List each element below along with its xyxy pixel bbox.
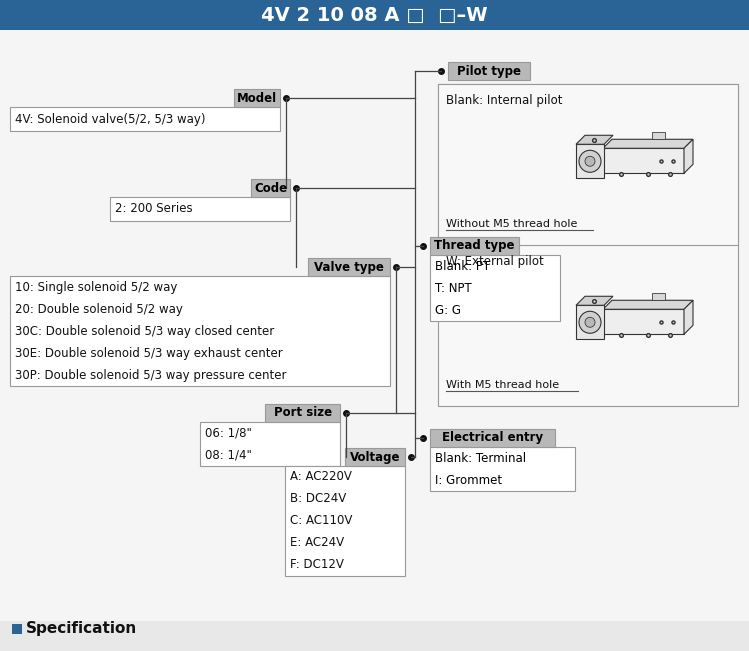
- Bar: [308, 258, 390, 276]
- Text: With M5 thread hole: With M5 thread hole: [446, 380, 559, 390]
- Bar: [12, 624, 22, 634]
- Bar: [234, 89, 280, 107]
- Text: A: AC220V: A: AC220V: [290, 471, 352, 484]
- Bar: [110, 197, 290, 221]
- Circle shape: [579, 311, 601, 333]
- Bar: [0, 0, 749, 30]
- Text: T: NPT: T: NPT: [435, 281, 472, 294]
- Text: Pilot type: Pilot type: [457, 64, 521, 77]
- Text: Specification: Specification: [26, 622, 137, 637]
- Bar: [652, 294, 665, 300]
- Circle shape: [585, 156, 595, 166]
- Text: E: AC24V: E: AC24V: [290, 536, 344, 549]
- Text: Code: Code: [254, 182, 287, 195]
- Bar: [345, 448, 405, 466]
- Text: 30C: Double solenoid 5/3 way closed center: 30C: Double solenoid 5/3 way closed cent…: [15, 324, 274, 337]
- Text: C: AC110V: C: AC110V: [290, 514, 352, 527]
- Bar: [10, 276, 390, 386]
- Text: I: Grommet: I: Grommet: [435, 473, 502, 486]
- Bar: [576, 145, 604, 178]
- Text: Without M5 thread hole: Without M5 thread hole: [446, 219, 577, 229]
- Bar: [430, 255, 560, 321]
- Text: 2: 200 Series: 2: 200 Series: [115, 202, 192, 215]
- Polygon shape: [684, 300, 693, 334]
- Circle shape: [579, 150, 601, 173]
- Polygon shape: [603, 139, 693, 148]
- Text: B: DC24V: B: DC24V: [290, 493, 346, 505]
- Text: 30P: Double solenoid 5/3 way pressure center: 30P: Double solenoid 5/3 way pressure ce…: [15, 368, 287, 381]
- Bar: [603, 309, 684, 334]
- Bar: [448, 62, 530, 80]
- Bar: [576, 305, 604, 339]
- Text: 30E: Double solenoid 5/3 way exhaust center: 30E: Double solenoid 5/3 way exhaust cen…: [15, 346, 283, 359]
- Bar: [603, 148, 684, 173]
- Text: Thread type: Thread type: [434, 240, 515, 253]
- Bar: [430, 447, 575, 491]
- Polygon shape: [576, 135, 613, 145]
- Text: G: G: G: G: [435, 303, 461, 316]
- Text: Valve type: Valve type: [314, 260, 384, 273]
- Bar: [438, 84, 738, 245]
- Bar: [251, 179, 290, 197]
- Text: Blank: Terminal: Blank: Terminal: [435, 452, 526, 465]
- Text: Port size: Port size: [273, 406, 332, 419]
- Text: Model: Model: [237, 92, 277, 105]
- Text: Electrical entry: Electrical entry: [442, 432, 543, 445]
- Polygon shape: [603, 300, 693, 309]
- Text: Voltage: Voltage: [350, 450, 400, 464]
- Bar: [430, 429, 555, 447]
- Bar: [10, 107, 280, 131]
- Text: 10: Single solenoid 5/2 way: 10: Single solenoid 5/2 way: [15, 281, 178, 294]
- Bar: [265, 404, 340, 422]
- Text: Blank: PT: Blank: PT: [435, 260, 490, 273]
- Polygon shape: [576, 296, 613, 305]
- Text: 4V 2 10 08 A □  □–W: 4V 2 10 08 A □ □–W: [261, 5, 488, 25]
- Text: F: DC12V: F: DC12V: [290, 559, 344, 572]
- Polygon shape: [684, 139, 693, 173]
- Text: Blank: Internal pilot: Blank: Internal pilot: [446, 94, 562, 107]
- Text: 4V: Solenoid valve(5/2, 5/3 way): 4V: Solenoid valve(5/2, 5/3 way): [15, 113, 205, 126]
- Text: 06: 1/8": 06: 1/8": [205, 426, 252, 439]
- Text: 08: 1/4": 08: 1/4": [205, 449, 252, 462]
- Bar: [430, 237, 519, 255]
- Bar: [285, 466, 405, 576]
- Bar: [200, 422, 340, 466]
- Bar: [438, 84, 738, 406]
- Circle shape: [585, 317, 595, 327]
- Text: W: External pilot: W: External pilot: [446, 255, 544, 268]
- Bar: [652, 132, 665, 139]
- Text: 20: Double solenoid 5/2 way: 20: Double solenoid 5/2 way: [15, 303, 183, 316]
